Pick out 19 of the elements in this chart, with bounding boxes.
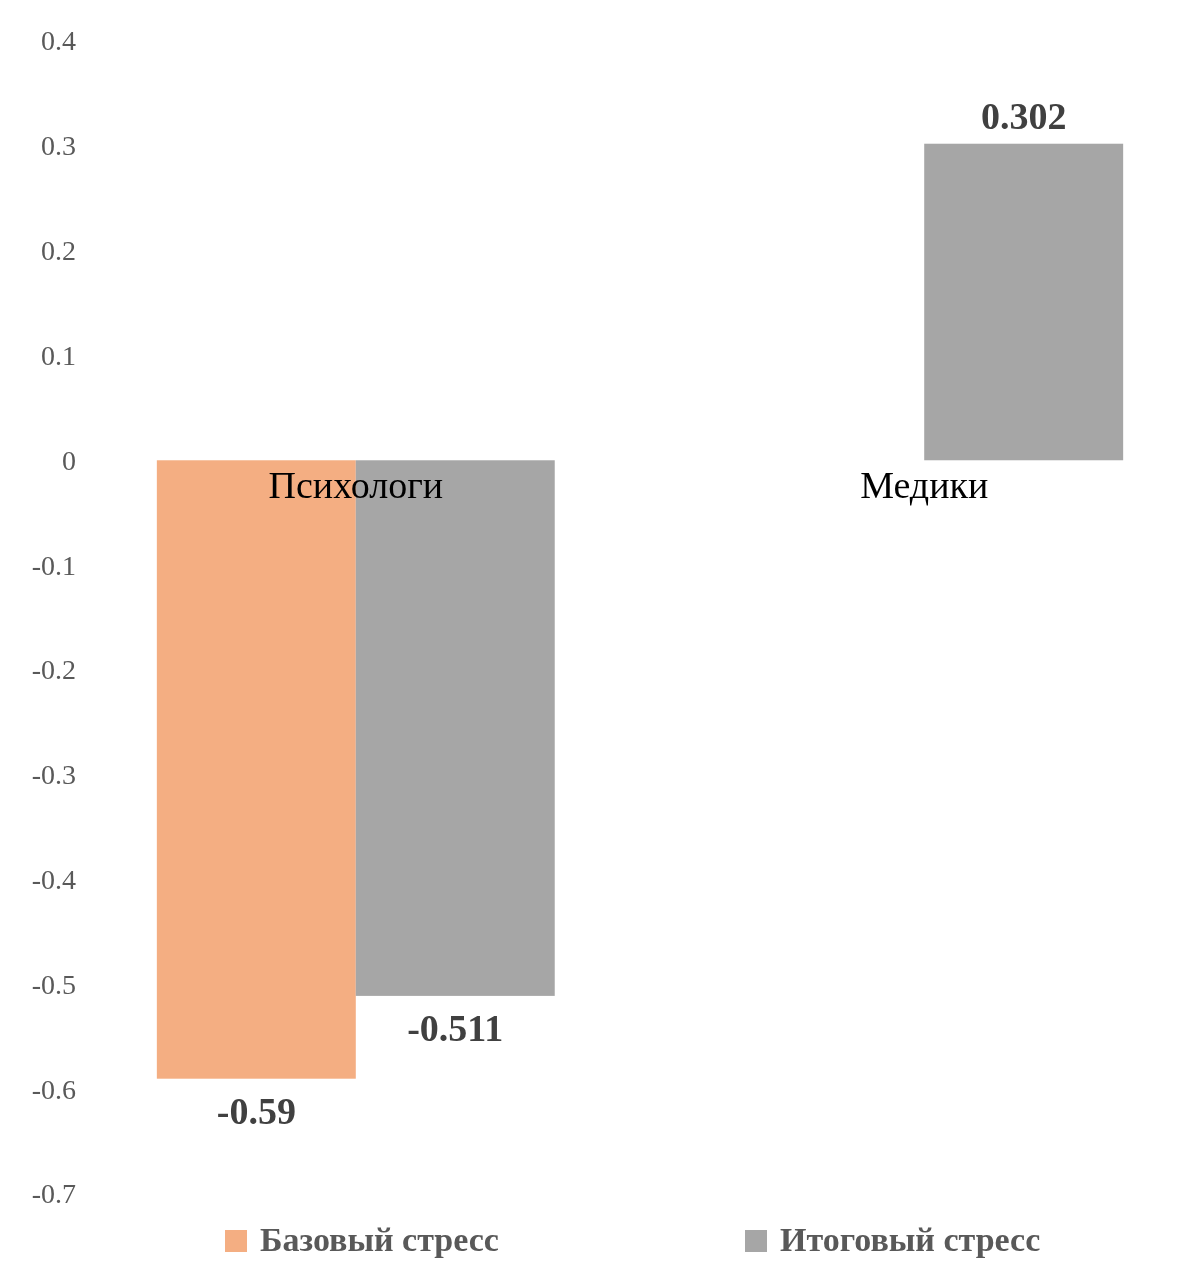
y-tick-label: -0.2 (31, 654, 76, 686)
legend-label: Базовый стресс (260, 1221, 499, 1258)
y-tick-label: 0.3 (41, 130, 76, 162)
y-tick-label: 0.2 (41, 235, 76, 267)
y-tick-label: -0.7 (31, 1178, 76, 1210)
y-tick-label: 0 (62, 444, 76, 476)
data-label: -0.59 (216, 1089, 296, 1132)
y-tick-label: 0.1 (41, 339, 76, 371)
y-tick-label: -0.4 (31, 864, 76, 896)
x-tick-label: Психологи (268, 464, 444, 507)
data-label: -0.511 (407, 1006, 504, 1049)
y-tick-label: -0.5 (31, 968, 76, 1000)
y-tick-label: 0.4 (41, 25, 76, 57)
data-label: 0.302 (980, 94, 1067, 137)
legend-label: Итоговый стресс (780, 1221, 1041, 1258)
y-tick-label: -0.1 (31, 549, 76, 581)
y-tick-label: -0.3 (31, 759, 76, 791)
x-tick-label: Медики (860, 464, 989, 507)
y-tick-label: -0.6 (31, 1073, 76, 1105)
